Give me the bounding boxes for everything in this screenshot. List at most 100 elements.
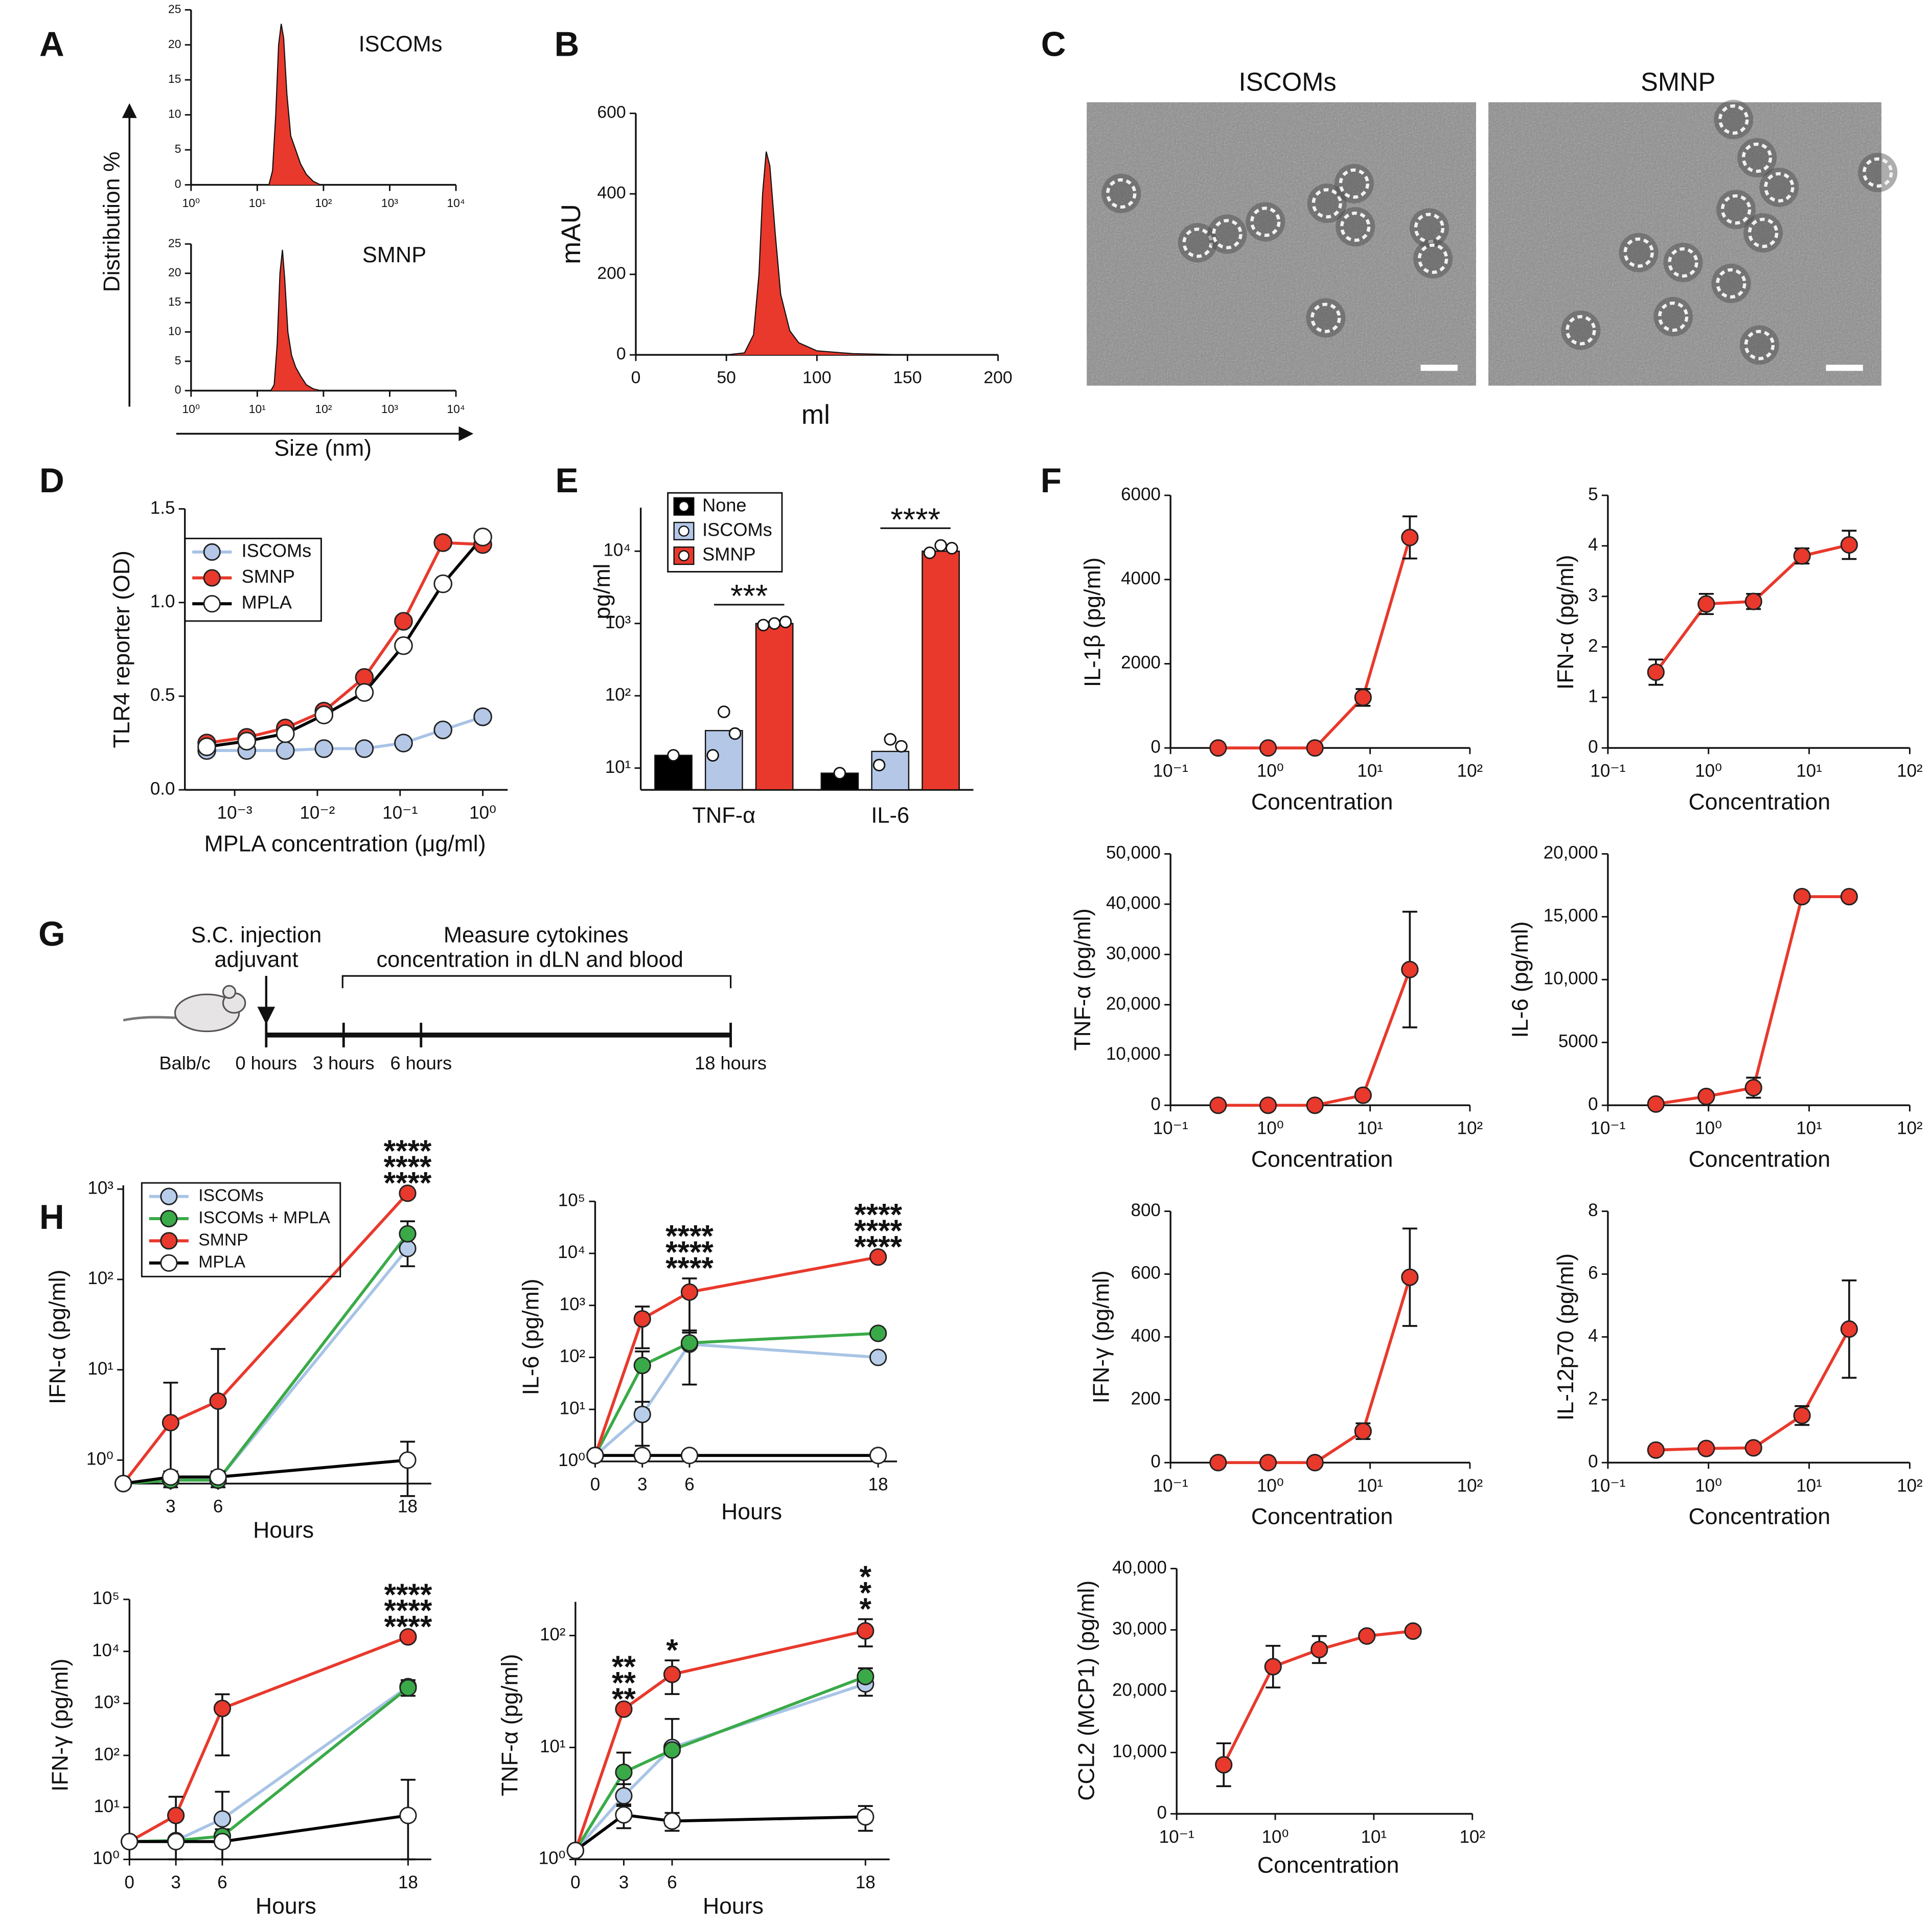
marker [399, 1451, 417, 1469]
x-tick-label: 10⁰ [1257, 1118, 1284, 1138]
micrograph-noise [1087, 102, 1476, 386]
x-tick-label: 10⁻² [300, 803, 335, 823]
significance: **** [665, 1219, 714, 1253]
x-axis-label: Hours [721, 1499, 782, 1524]
series-line [593, 1255, 879, 1456]
marker [1647, 1095, 1665, 1113]
y-axis-label: mAU [556, 204, 586, 264]
marker [1793, 887, 1811, 906]
x-tick-label: 10⁻¹ [1590, 1118, 1625, 1138]
y-axis-label: IL-6 (pg/ml) [1508, 921, 1533, 1038]
marker [1401, 1268, 1419, 1286]
marker [1697, 595, 1715, 613]
x-tick-label: 10⁻¹ [1153, 1118, 1188, 1138]
x-tick-label: 10⁰ [1262, 1827, 1289, 1847]
marker [213, 1700, 232, 1718]
x-tick-label: 10⁰ [1695, 1118, 1722, 1138]
data-point [945, 542, 958, 555]
y-axis-label: TLR4 reporter (OD) [109, 551, 134, 748]
panel-letter: E [555, 462, 578, 500]
series-line [574, 1675, 866, 1851]
marker [433, 533, 452, 552]
panel-letter: A [39, 25, 64, 63]
marker [1306, 739, 1324, 757]
marker [114, 1475, 132, 1493]
legend-box [667, 492, 783, 573]
marker [1259, 1096, 1277, 1114]
x-tick-label: TNF-α [692, 804, 755, 828]
y-tick-label: 10² [605, 684, 631, 704]
y-tick-label: 10¹ [540, 1736, 566, 1756]
x-axis-label: Concentration [1257, 1853, 1399, 1878]
y-tick-label: 6 [1588, 1263, 1598, 1283]
marker [213, 1810, 232, 1828]
marker [615, 1763, 633, 1781]
data-point [872, 759, 886, 772]
significance: * [860, 1575, 872, 1610]
micrograph-noise [1488, 102, 1882, 386]
scale-bar [1826, 364, 1863, 371]
marker [633, 1405, 651, 1424]
x-axis-label: Hours [256, 1893, 316, 1918]
scale-bar [1420, 364, 1458, 371]
y-tick-label: 0 [1588, 737, 1598, 757]
marker [1209, 1454, 1227, 1472]
timeline-label: 3 hours [313, 1053, 375, 1073]
significance: **** [384, 1133, 432, 1168]
marker [355, 739, 374, 758]
significance: **** [384, 1593, 432, 1628]
significance: **** [854, 1229, 902, 1264]
y-tick-label: 6000 [1121, 484, 1161, 504]
panel-letter: G [38, 915, 65, 953]
y-tick-label: 0 [1151, 1094, 1160, 1114]
y-tick-label: 20,000 [1112, 1680, 1167, 1700]
particle [1250, 207, 1281, 237]
series-line [1218, 537, 1412, 750]
marker [1840, 1320, 1858, 1338]
series-line [122, 1192, 409, 1485]
marker [121, 1833, 139, 1850]
chart-title: ISCOMs [359, 32, 443, 57]
series-line [1655, 895, 1849, 1106]
x-tick-label: 10⁰ [182, 402, 200, 416]
marker [1259, 1454, 1277, 1472]
y-tick-label: 10¹ [94, 1796, 119, 1816]
x-tick-label: 10³ [381, 196, 398, 210]
y-tick-label: 2 [1588, 1389, 1598, 1409]
marker [1401, 961, 1419, 978]
marker [473, 528, 492, 546]
marker [615, 1700, 633, 1718]
marker [869, 1348, 887, 1366]
significance: **** [665, 1250, 714, 1285]
y-tick-label: 10 [168, 107, 181, 121]
y-tick-label: 10⁰ [93, 1848, 120, 1868]
x-axis-label: ml [801, 400, 830, 430]
x-tick-label: 6 [217, 1872, 227, 1892]
diagram-text: concentration in dLN and blood [376, 948, 683, 972]
x-axis-label: Concentration [1689, 1504, 1831, 1529]
panel-letter: C [1041, 25, 1066, 63]
x-tick-label: 6 [667, 1872, 677, 1892]
y-tick-label: 20 [168, 266, 181, 279]
x-tick-label: 10⁰ [469, 803, 496, 823]
bracket [341, 975, 732, 989]
y-tick-label: 10¹ [605, 757, 631, 777]
marker [1354, 1422, 1372, 1440]
particle [1716, 268, 1746, 299]
series-line [128, 1635, 409, 1843]
series-line [123, 1458, 408, 1485]
legend-marker [160, 1232, 178, 1250]
marker [314, 705, 334, 724]
y-tick-label: 10⁰ [539, 1848, 566, 1868]
x-axis-label: Hours [253, 1518, 314, 1543]
timeline-label: 0 hours [236, 1053, 297, 1073]
marker [433, 720, 452, 740]
y-tick-label: 2 [1588, 636, 1598, 656]
bar [922, 551, 960, 791]
y-tick-label: 10⁰ [86, 1449, 113, 1469]
x-tick-label: 10¹ [1357, 1118, 1383, 1138]
marker [1840, 887, 1858, 906]
marker [399, 1679, 417, 1697]
x-tick-label: 10¹ [1796, 761, 1822, 781]
significance: ** [612, 1681, 636, 1716]
